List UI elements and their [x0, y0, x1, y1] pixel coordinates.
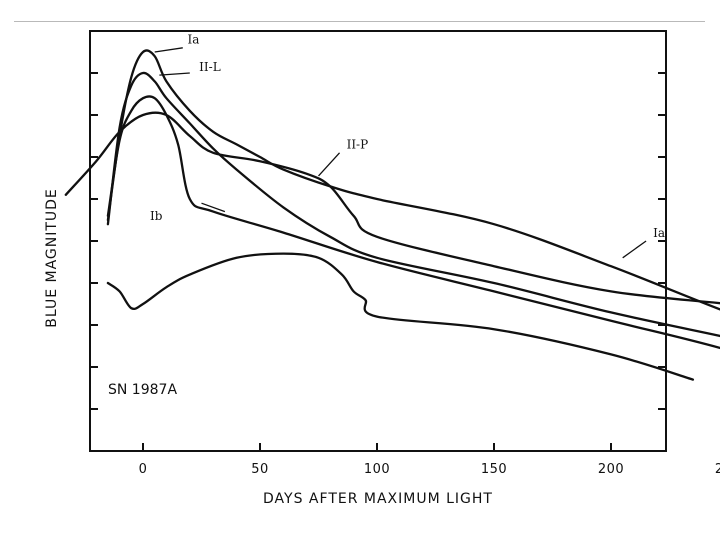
curve-ii-l: [106, 71, 720, 338]
curve-label-ia: Ia: [187, 33, 199, 47]
sn1987a-annotation: SN 1987A: [108, 382, 177, 398]
x-tick-label: 50: [251, 462, 269, 477]
x-axis-label: DAYS AFTER MAXIMUM LIGHT: [263, 491, 493, 507]
x-tick-label: 0: [139, 462, 148, 477]
curve-label-ii-l: II-L: [199, 60, 221, 74]
x-tick-label: 100: [364, 462, 390, 477]
curve-label-leader: [159, 72, 190, 76]
curve-sn-1987a: [106, 252, 695, 381]
x-axis-ticks: 050100150200250300350400: [139, 443, 720, 477]
y-axis-ticks: [90, 72, 666, 410]
curve-ib: [106, 95, 720, 350]
curve-label-leader: [201, 202, 226, 213]
curve-ia: [106, 49, 720, 311]
x-tick-label: 250: [715, 462, 720, 477]
y-axis-label: BLUE MAGNITUDE: [44, 188, 60, 328]
curve-label-leader: [318, 152, 341, 177]
curve-label-leader: [622, 240, 647, 259]
light-curves: [64, 49, 720, 381]
x-tick-label: 200: [598, 462, 624, 477]
curve-label-leader: [154, 47, 183, 53]
curve-label-ii-p: II-P: [347, 138, 369, 152]
x-tick-label: 150: [481, 462, 507, 477]
curve-label-ib: Ib: [150, 209, 163, 223]
curve-label-ia: Ia: [653, 226, 665, 240]
header-rule: [14, 21, 705, 22]
curve-ii-p: [64, 111, 720, 305]
